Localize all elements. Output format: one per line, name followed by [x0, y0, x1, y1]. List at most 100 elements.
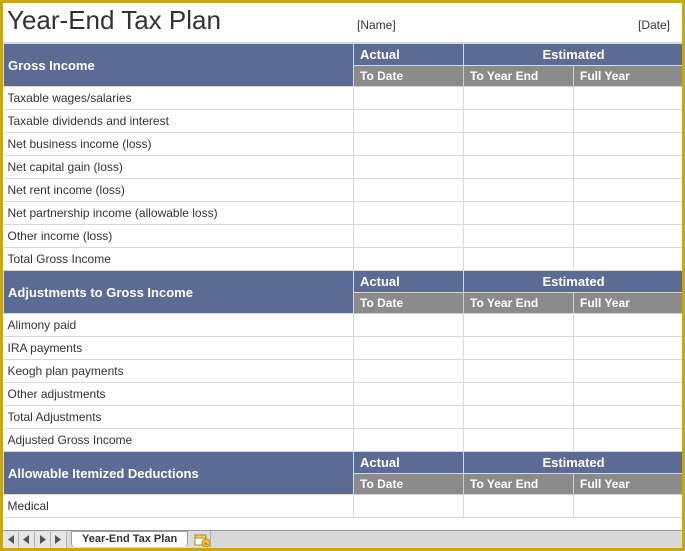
col-subheader-to-date: To Date [354, 66, 464, 87]
table-row: Total Gross Income [4, 248, 683, 271]
table-row: Adjusted Gross Income [4, 429, 683, 452]
col-header-actual: Actual [354, 44, 464, 66]
row-label: Total Adjustments [4, 406, 354, 429]
row-label: Adjusted Gross Income [4, 429, 354, 452]
table-row: Alimony paid [4, 314, 683, 337]
cell-full-year[interactable] [574, 248, 683, 271]
cell-to-year-end[interactable] [464, 225, 574, 248]
cell-actual[interactable] [354, 429, 464, 452]
table-row: Other income (loss) [4, 225, 683, 248]
cell-full-year[interactable] [574, 179, 683, 202]
row-label: Net partnership income (allowable loss) [4, 202, 354, 225]
sheet-tab[interactable]: Year-End Tax Plan [71, 531, 188, 547]
col-subheader-to-year-end: To Year End [464, 66, 574, 87]
row-label: Net rent income (loss) [4, 179, 354, 202]
next-sheet-button[interactable] [35, 532, 51, 548]
col-subheader-to-year-end: To Year End [464, 293, 574, 314]
table-row: Total Adjustments [4, 406, 683, 429]
table-row: Taxable wages/salaries [4, 87, 683, 110]
prev-sheet-button[interactable] [19, 532, 35, 548]
cell-to-year-end[interactable] [464, 495, 574, 518]
cell-full-year[interactable] [574, 314, 683, 337]
row-label: IRA payments [4, 337, 354, 360]
section-header: Allowable Itemized DeductionsActualEstim… [4, 452, 683, 474]
first-sheet-button[interactable] [3, 532, 19, 548]
cell-to-year-end[interactable] [464, 202, 574, 225]
cell-actual[interactable] [354, 87, 464, 110]
col-header-actual: Actual [354, 452, 464, 474]
row-label: Total Gross Income [4, 248, 354, 271]
cell-to-year-end[interactable] [464, 383, 574, 406]
cell-full-year[interactable] [574, 110, 683, 133]
cell-actual[interactable] [354, 133, 464, 156]
row-label: Other adjustments [4, 383, 354, 406]
cell-actual[interactable] [354, 383, 464, 406]
cell-to-year-end[interactable] [464, 429, 574, 452]
cell-actual[interactable] [354, 360, 464, 383]
row-label: Keogh plan payments [4, 360, 354, 383]
cell-full-year[interactable] [574, 202, 683, 225]
row-label: Medical [4, 495, 354, 518]
cell-actual[interactable] [354, 202, 464, 225]
cell-actual[interactable] [354, 337, 464, 360]
last-sheet-button[interactable] [51, 532, 67, 548]
cell-actual[interactable] [354, 225, 464, 248]
section-title: Adjustments to Gross Income [4, 271, 354, 314]
cell-to-year-end[interactable] [464, 314, 574, 337]
table-row: Medical [4, 495, 683, 518]
section-title: Gross Income [4, 44, 354, 87]
cell-full-year[interactable] [574, 383, 683, 406]
row-label: Other income (loss) [4, 225, 354, 248]
cell-full-year[interactable] [574, 360, 683, 383]
cell-actual[interactable] [354, 495, 464, 518]
section-header: Adjustments to Gross IncomeActualEstimat… [4, 271, 683, 293]
col-header-estimated: Estimated [464, 44, 683, 66]
col-subheader-to-date: To Date [354, 474, 464, 495]
col-header-actual: Actual [354, 271, 464, 293]
table-row: Net partnership income (allowable loss) [4, 202, 683, 225]
cell-to-year-end[interactable] [464, 110, 574, 133]
cell-full-year[interactable] [574, 156, 683, 179]
cell-actual[interactable] [354, 156, 464, 179]
cell-to-year-end[interactable] [464, 87, 574, 110]
table-row: Net rent income (loss) [4, 179, 683, 202]
col-subheader-full-year: Full Year [574, 66, 683, 87]
name-placeholder[interactable]: [Name] [357, 18, 537, 32]
col-subheader-to-date: To Date [354, 293, 464, 314]
table-row: Net business income (loss) [4, 133, 683, 156]
cell-actual[interactable] [354, 406, 464, 429]
cell-to-year-end[interactable] [464, 406, 574, 429]
row-label: Taxable dividends and interest [4, 110, 354, 133]
cell-full-year[interactable] [574, 429, 683, 452]
row-label: Net business income (loss) [4, 133, 354, 156]
tab-track [210, 531, 682, 548]
table-row: Other adjustments [4, 383, 683, 406]
cell-full-year[interactable] [574, 406, 683, 429]
cell-to-year-end[interactable] [464, 156, 574, 179]
table-row: Keogh plan payments [4, 360, 683, 383]
cell-to-year-end[interactable] [464, 179, 574, 202]
cell-full-year[interactable] [574, 225, 683, 248]
cell-to-year-end[interactable] [464, 133, 574, 156]
cell-actual[interactable] [354, 179, 464, 202]
table-row: IRA payments [4, 337, 683, 360]
cell-actual[interactable] [354, 314, 464, 337]
col-header-estimated: Estimated [464, 271, 683, 293]
col-subheader-full-year: Full Year [574, 474, 683, 495]
cell-to-year-end[interactable] [464, 360, 574, 383]
section-title: Allowable Itemized Deductions [4, 452, 354, 495]
row-label: Alimony paid [4, 314, 354, 337]
cell-full-year[interactable] [574, 495, 683, 518]
cell-to-year-end[interactable] [464, 337, 574, 360]
cell-actual[interactable] [354, 248, 464, 271]
cell-to-year-end[interactable] [464, 248, 574, 271]
cell-full-year[interactable] [574, 133, 683, 156]
col-subheader-to-year-end: To Year End [464, 474, 574, 495]
cell-full-year[interactable] [574, 87, 683, 110]
insert-sheet-icon[interactable] [194, 533, 210, 547]
col-header-estimated: Estimated [464, 452, 683, 474]
cell-actual[interactable] [354, 110, 464, 133]
date-placeholder[interactable]: [Date] [537, 18, 678, 32]
cell-full-year[interactable] [574, 337, 683, 360]
tax-plan-table: Gross IncomeActualEstimatedTo DateTo Yea… [3, 43, 682, 518]
